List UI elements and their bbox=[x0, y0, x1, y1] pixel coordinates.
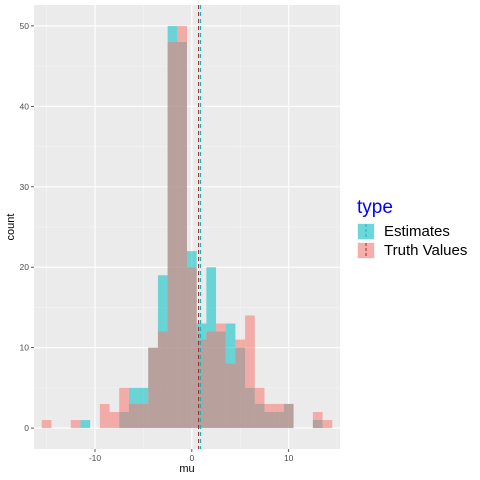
y-tick-label: 50 bbox=[20, 21, 30, 31]
histogram-bars bbox=[41, 25, 333, 429]
x-axis: -10 0 10 bbox=[89, 449, 294, 463]
x-axis-title: mu bbox=[179, 463, 194, 475]
histogram-bar-truth-values bbox=[138, 403, 149, 429]
histogram-bar-truth-values bbox=[148, 347, 158, 429]
histogram-bar-truth-values bbox=[167, 42, 178, 429]
reference-lines bbox=[198, 5, 202, 449]
histogram-bar-truth-values bbox=[177, 25, 187, 429]
histogram-bar-truth-values bbox=[225, 363, 236, 429]
histogram-bar-truth-values bbox=[216, 323, 226, 429]
histogram-bar-truth-values bbox=[109, 412, 120, 429]
x-tick-label: -10 bbox=[89, 453, 102, 463]
histogram-bar-truth-values bbox=[157, 331, 168, 429]
legend-label: Estimates bbox=[384, 223, 450, 240]
y-tick-label: 40 bbox=[20, 101, 30, 111]
y-tick-label: 0 bbox=[24, 423, 29, 433]
legend-label: Truth Values bbox=[384, 242, 467, 259]
y-tick-label: 30 bbox=[20, 182, 30, 192]
histogram-bar-estimates bbox=[80, 420, 91, 429]
histogram-bar-truth-values bbox=[196, 339, 207, 429]
histogram-bar-truth-values bbox=[70, 420, 81, 429]
x-tick-label: 0 bbox=[189, 453, 194, 463]
histogram-bar-truth-values bbox=[254, 387, 265, 429]
y-tick-label: 20 bbox=[20, 262, 30, 272]
y-tick-label: 10 bbox=[20, 343, 30, 353]
y-axis-title: count bbox=[5, 214, 17, 241]
histogram-bar-truth-values bbox=[274, 403, 284, 429]
histogram-bar-truth-values bbox=[245, 315, 255, 429]
histogram-bar-truth-values bbox=[119, 387, 129, 429]
histogram-bar-truth-values bbox=[283, 403, 294, 429]
histogram-bar-truth-values bbox=[128, 403, 139, 429]
histogram-bar-truth-values bbox=[322, 420, 333, 429]
legend-title: type bbox=[357, 197, 393, 218]
histogram-bar-truth-values bbox=[206, 331, 217, 429]
histogram-bar-truth-values bbox=[187, 267, 197, 429]
histogram-bar-truth-values bbox=[264, 403, 275, 429]
legend: type Estimates Truth Values bbox=[357, 197, 467, 259]
histogram-bar-truth-values bbox=[312, 412, 323, 429]
y-axis: 0 10 20 30 40 50 bbox=[20, 21, 34, 433]
x-tick-label: 10 bbox=[284, 453, 294, 463]
histogram-bar-truth-values bbox=[41, 420, 52, 429]
histogram-bar-truth-values bbox=[99, 403, 110, 429]
histogram-bar-truth-values bbox=[235, 339, 246, 429]
